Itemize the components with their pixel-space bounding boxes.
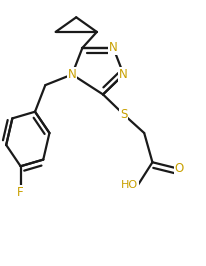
Text: N: N bbox=[109, 41, 118, 54]
Text: HO: HO bbox=[121, 180, 138, 190]
Text: S: S bbox=[120, 108, 127, 121]
Text: O: O bbox=[175, 163, 184, 175]
Text: N: N bbox=[68, 68, 76, 81]
Text: N: N bbox=[119, 68, 128, 81]
Text: F: F bbox=[17, 186, 24, 198]
